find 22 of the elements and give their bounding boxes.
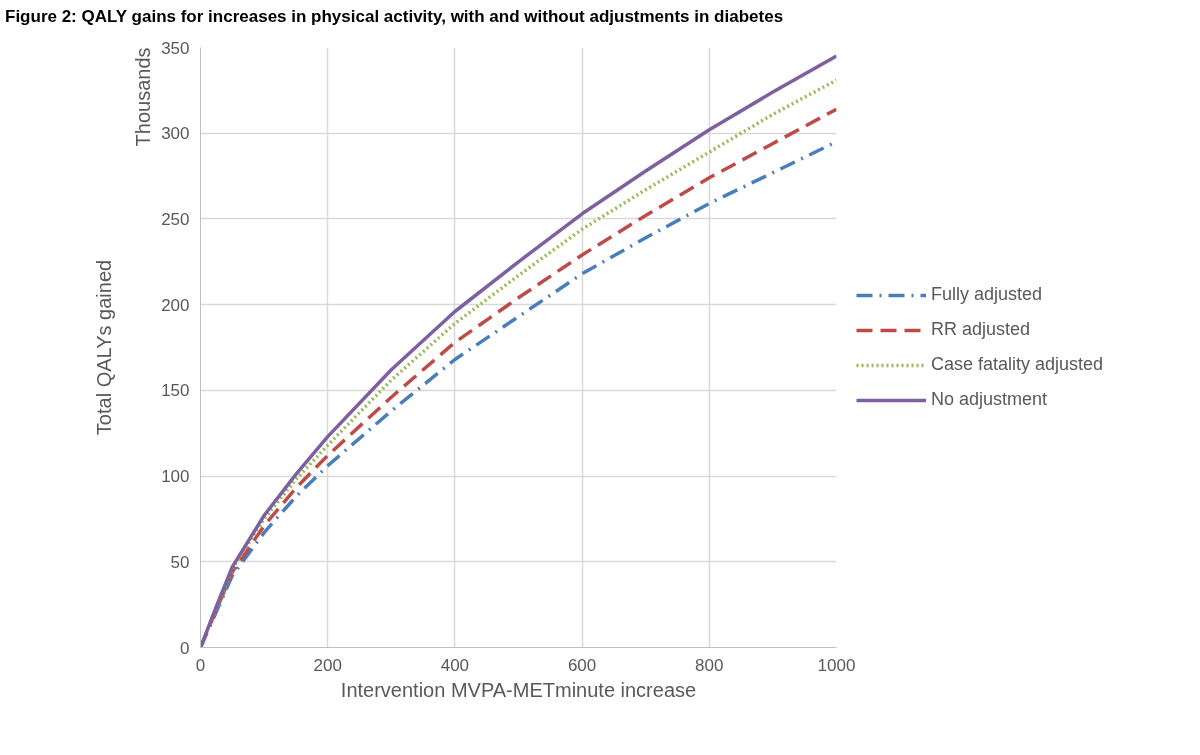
y-tick-label: 150 xyxy=(161,381,190,401)
x-tick-label: 0 xyxy=(195,655,206,675)
text: Thousands xyxy=(131,47,154,147)
x-tick-label: 1000 xyxy=(817,655,856,675)
legend-label: Fully adjusted xyxy=(931,284,1043,305)
x-tick-label: 200 xyxy=(313,655,342,675)
y-tick-label: 0 xyxy=(180,638,190,658)
legend-label: No adjustment xyxy=(931,389,1048,410)
y-axis-title: Total QALYs gained xyxy=(92,259,115,436)
y-tick-label: 200 xyxy=(161,295,190,315)
x-tick-label: 400 xyxy=(440,655,470,675)
chart-title: Figure 2: QALY gains for increases in physical activity, with and without adjustments in diabetes xyxy=(5,6,784,28)
y-tick-label: 250 xyxy=(161,209,190,229)
y-tick-label: 50 xyxy=(170,552,190,572)
y-tick-label: 300 xyxy=(161,124,190,144)
x-tick-label: 800 xyxy=(695,655,724,675)
legend-label: RR adjusted xyxy=(931,319,1031,340)
legend-label: Case fatality adjusted xyxy=(931,354,1104,375)
y-tick-label: 100 xyxy=(161,467,190,487)
x-axis-title: Intervention MVPA-METminute increase xyxy=(340,678,697,701)
x-tick-label: 600 xyxy=(567,655,597,675)
y-tick-label: 350 xyxy=(161,38,190,58)
